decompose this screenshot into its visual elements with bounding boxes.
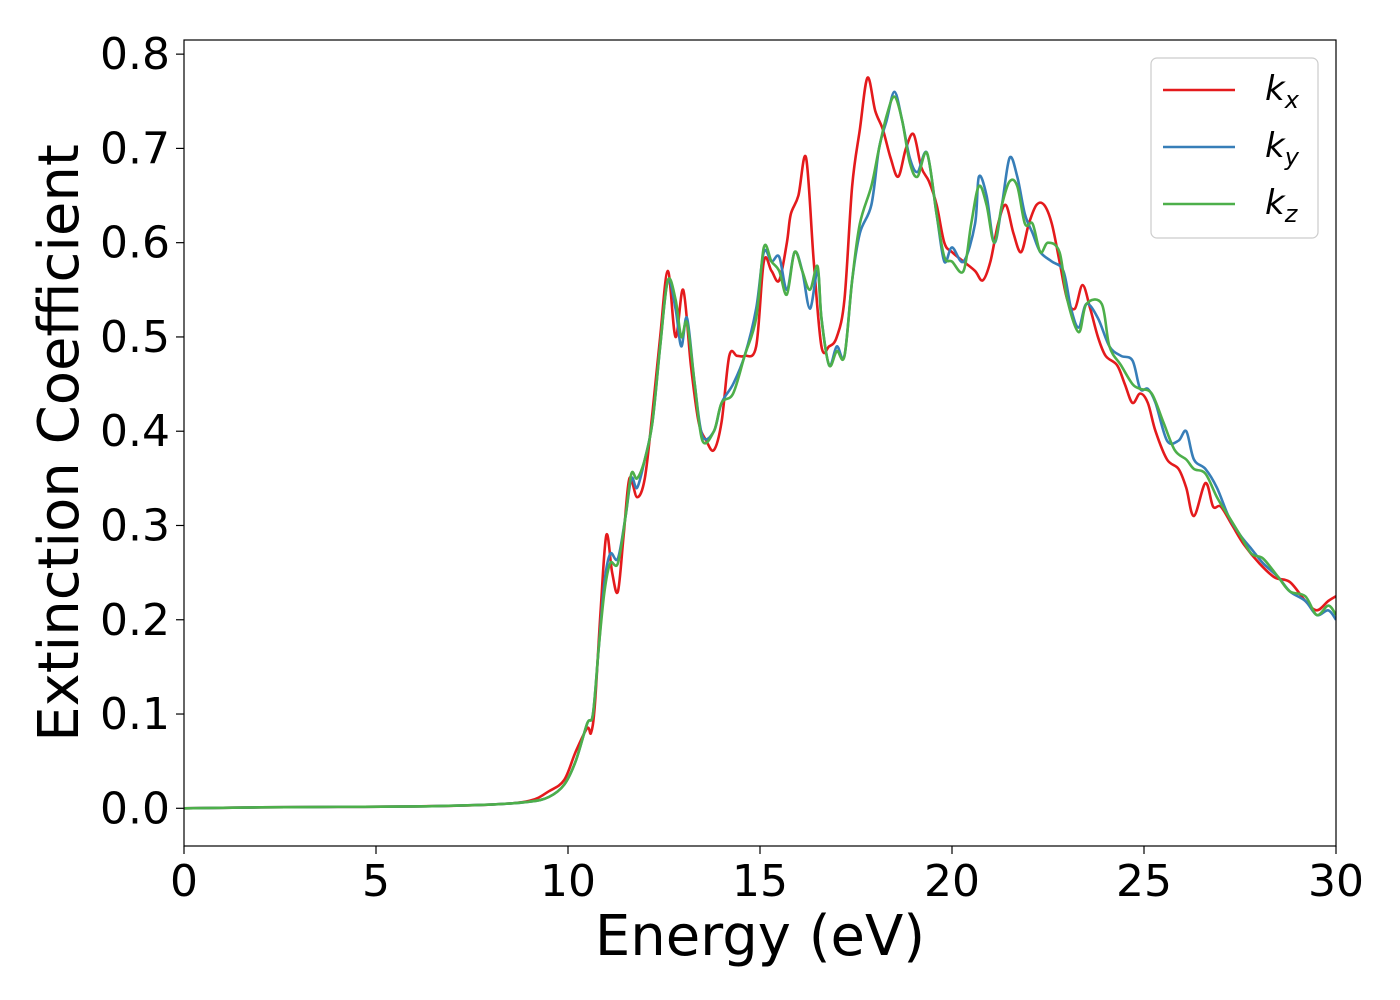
- y-tick-label: 0.5: [100, 312, 170, 363]
- legend-label-main: k: [1265, 69, 1286, 109]
- y-tick-label: 0.2: [100, 595, 170, 646]
- y-tick-label: 0.0: [100, 783, 170, 834]
- y-tick-label: 0.7: [100, 123, 170, 174]
- y-tick-label: 0.6: [100, 218, 170, 269]
- x-tick-label: 5: [362, 856, 390, 907]
- x-axis-title: Energy (eV): [595, 904, 925, 969]
- legend-label-x: kx: [1265, 69, 1300, 114]
- legend-label-y: ky: [1265, 126, 1300, 171]
- x-tick-label: 25: [1116, 856, 1172, 907]
- legend-label-main: k: [1265, 126, 1286, 166]
- x-tick-label: 20: [924, 856, 980, 907]
- legend-label-z: kz: [1265, 183, 1299, 228]
- y-tick-label: 0.8: [100, 29, 170, 80]
- x-tick-label: 0: [170, 856, 198, 907]
- series-layer: [184, 76, 1336, 810]
- y-axis-title: Extinction Coefficient: [27, 144, 92, 742]
- x-tick-label: 15: [732, 856, 788, 907]
- x-tick-label: 10: [540, 856, 596, 907]
- legend-label-subscript: y: [1284, 143, 1300, 171]
- x-axis-ticks: 0 5 10 15 20 25 30: [170, 846, 1364, 907]
- series-line-z: [184, 95, 1336, 810]
- legend-label-subscript: x: [1284, 86, 1300, 114]
- x-tick-label: 30: [1308, 856, 1364, 907]
- y-tick-label: 0.3: [100, 500, 170, 551]
- y-axis-ticks: 0.0 0.1 0.2 0.3 0.4 0.5 0.6 0.7 0.8: [100, 29, 184, 834]
- legend-label-main: k: [1265, 183, 1286, 223]
- y-tick-label: 0.1: [100, 689, 170, 740]
- y-tick-label: 0.4: [100, 406, 170, 457]
- legend-label-subscript: z: [1284, 200, 1299, 228]
